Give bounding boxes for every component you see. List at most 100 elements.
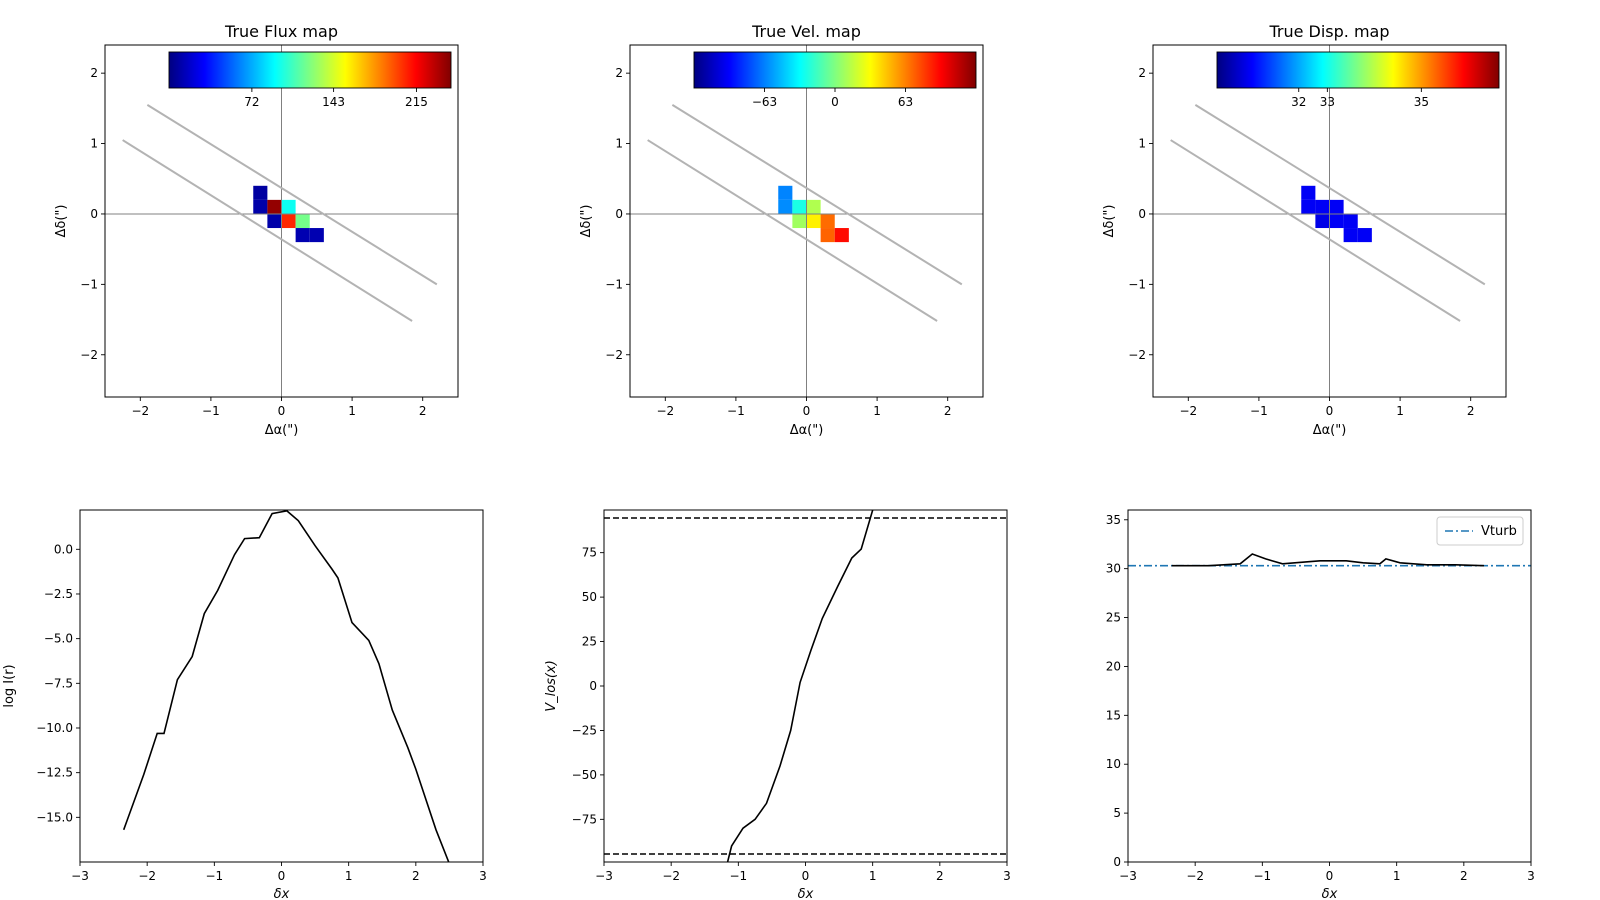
x-tick-label: −2 [662,869,680,883]
y-tick-label: −2 [1128,348,1146,362]
map-pixel [1315,213,1330,229]
map-pixel [1343,213,1358,229]
map-pixel [267,199,282,214]
x-axis-label: Δα(") [265,423,299,438]
map-pixel [281,199,296,214]
x-axis-label: δx [798,887,814,900]
x-tick-label: 0 [1326,869,1334,883]
map-pixel [834,228,849,243]
map-pixel [253,199,268,214]
y-tick-label: 0 [1138,207,1146,221]
legend-entry: Vturb [1481,524,1517,539]
y-tick-label: −1 [80,277,98,291]
map-pixel [253,185,268,200]
map-pixel [792,213,807,229]
velocity-profile-panel: −3 −2 −1 0 1 2 3 −75 −50 −25 0 25 50 75 δx V_los(x) [544,509,1011,900]
y-axis-label: log I(r) [2,664,17,707]
x-tick-label: −2 [656,404,674,418]
x-tick-label: 0 [278,869,286,883]
x-tick-label: 2 [936,869,944,883]
map-pixel [1329,213,1344,229]
dispersion-map-panel: 32 33 35 −2 −1 0 1 2 −2 −1 0 1 2 True Disp. map Δα(") Δ… [1102,22,1507,438]
plot-area [604,510,1007,862]
map-pixel [1357,228,1372,243]
x-tick-label: 1 [1393,869,1401,883]
y-tick-label: 5 [1113,806,1121,820]
map-pixel [806,213,821,229]
x-tick-label: 2 [1460,869,1468,883]
axes-frame [1127,509,1532,863]
chart-title: True Vel. map [751,22,861,41]
y-tick-label: −12.5 [36,766,73,780]
y-tick-label: −2.5 [44,587,73,601]
axes-frame [603,509,1008,863]
slit-edge-line [647,139,938,322]
x-tick-label: −3 [1119,869,1137,883]
velocity-map-panel: −63 0 63 −2 −1 0 1 2 −2 −1 0 1 2 True Vel. map Δα(") Δδ… [579,22,984,438]
map-pixel [792,199,807,214]
map-pixel [309,228,324,243]
y-axis-label: V_los(x) [544,660,559,712]
map-pixel [778,185,793,200]
y-axis-label: Δδ(") [54,205,69,238]
x-tick-label: 1 [345,869,353,883]
y-tick-label: 0 [1113,855,1121,869]
y-tick-label: −75 [572,812,597,826]
y-tick-label: 20 [1106,659,1121,673]
y-tick-label: 0 [615,207,623,221]
x-axis-label: Δα(") [790,423,824,438]
colorbar-tick-label: 143 [322,95,345,109]
y-tick-label: −25 [572,723,597,737]
map-pixel [1329,199,1344,214]
y-tick-label: −2 [605,348,623,362]
y-tick-label: 25 [1106,611,1121,625]
profile-line [726,510,874,862]
y-tick-label: −2 [80,348,98,362]
slit-edge-line [146,103,438,286]
intensity-profile-panel: −3 −2 −1 0 1 2 3 0.0 −2.5 −5.0 −7.5 −10.0 −12.5 −15.0… [2,509,487,900]
map-pixel [295,228,310,243]
slit-edge-line [1170,139,1461,322]
x-tick-label: −2 [138,869,156,883]
x-tick-label: 2 [412,869,420,883]
y-axis-label: Δδ(") [579,205,594,238]
y-tick-label: 2 [90,66,98,80]
x-tick-label: −1 [727,404,745,418]
profile-line [1171,553,1485,567]
slit-edge-line [1194,103,1486,286]
chart-title: True Disp. map [1268,22,1389,41]
x-tick-label: 2 [419,404,427,418]
x-axis-label: δx [274,887,290,900]
colorbar-tick-label: 0 [831,95,839,109]
x-tick-label: 3 [1003,869,1011,883]
x-tick-label: 1 [1396,404,1404,418]
colorbar [693,51,977,89]
x-tick-label: −1 [729,869,747,883]
map-pixel [281,213,296,229]
colorbar [168,51,452,89]
x-axis-label: δx [1322,887,1338,900]
x-tick-label: 1 [873,404,881,418]
x-tick-label: −1 [205,869,223,883]
x-tick-label: 0 [803,404,811,418]
y-tick-label: 75 [582,546,597,560]
colorbar [1216,51,1500,89]
x-tick-label: −2 [1179,404,1197,418]
plot-area [122,510,450,862]
map-pixel [1343,228,1358,243]
legend: Vturb [1436,516,1524,546]
y-axis-label: Δδ(") [1102,205,1117,238]
x-tick-label: 1 [348,404,356,418]
map-pixel [820,228,835,243]
y-tick-label: −1 [1128,277,1146,291]
y-tick-label: 50 [582,590,597,604]
y-tick-label: −10.0 [36,721,73,735]
x-tick-label: 2 [944,404,952,418]
y-tick-label: 2 [1138,66,1146,80]
x-tick-label: −1 [1253,869,1271,883]
colorbar-tick-label: −63 [752,95,777,109]
y-tick-label: 1 [90,137,98,151]
y-tick-label: 1 [1138,137,1146,151]
map-pixel [295,213,310,229]
y-tick-label: 15 [1106,708,1121,722]
